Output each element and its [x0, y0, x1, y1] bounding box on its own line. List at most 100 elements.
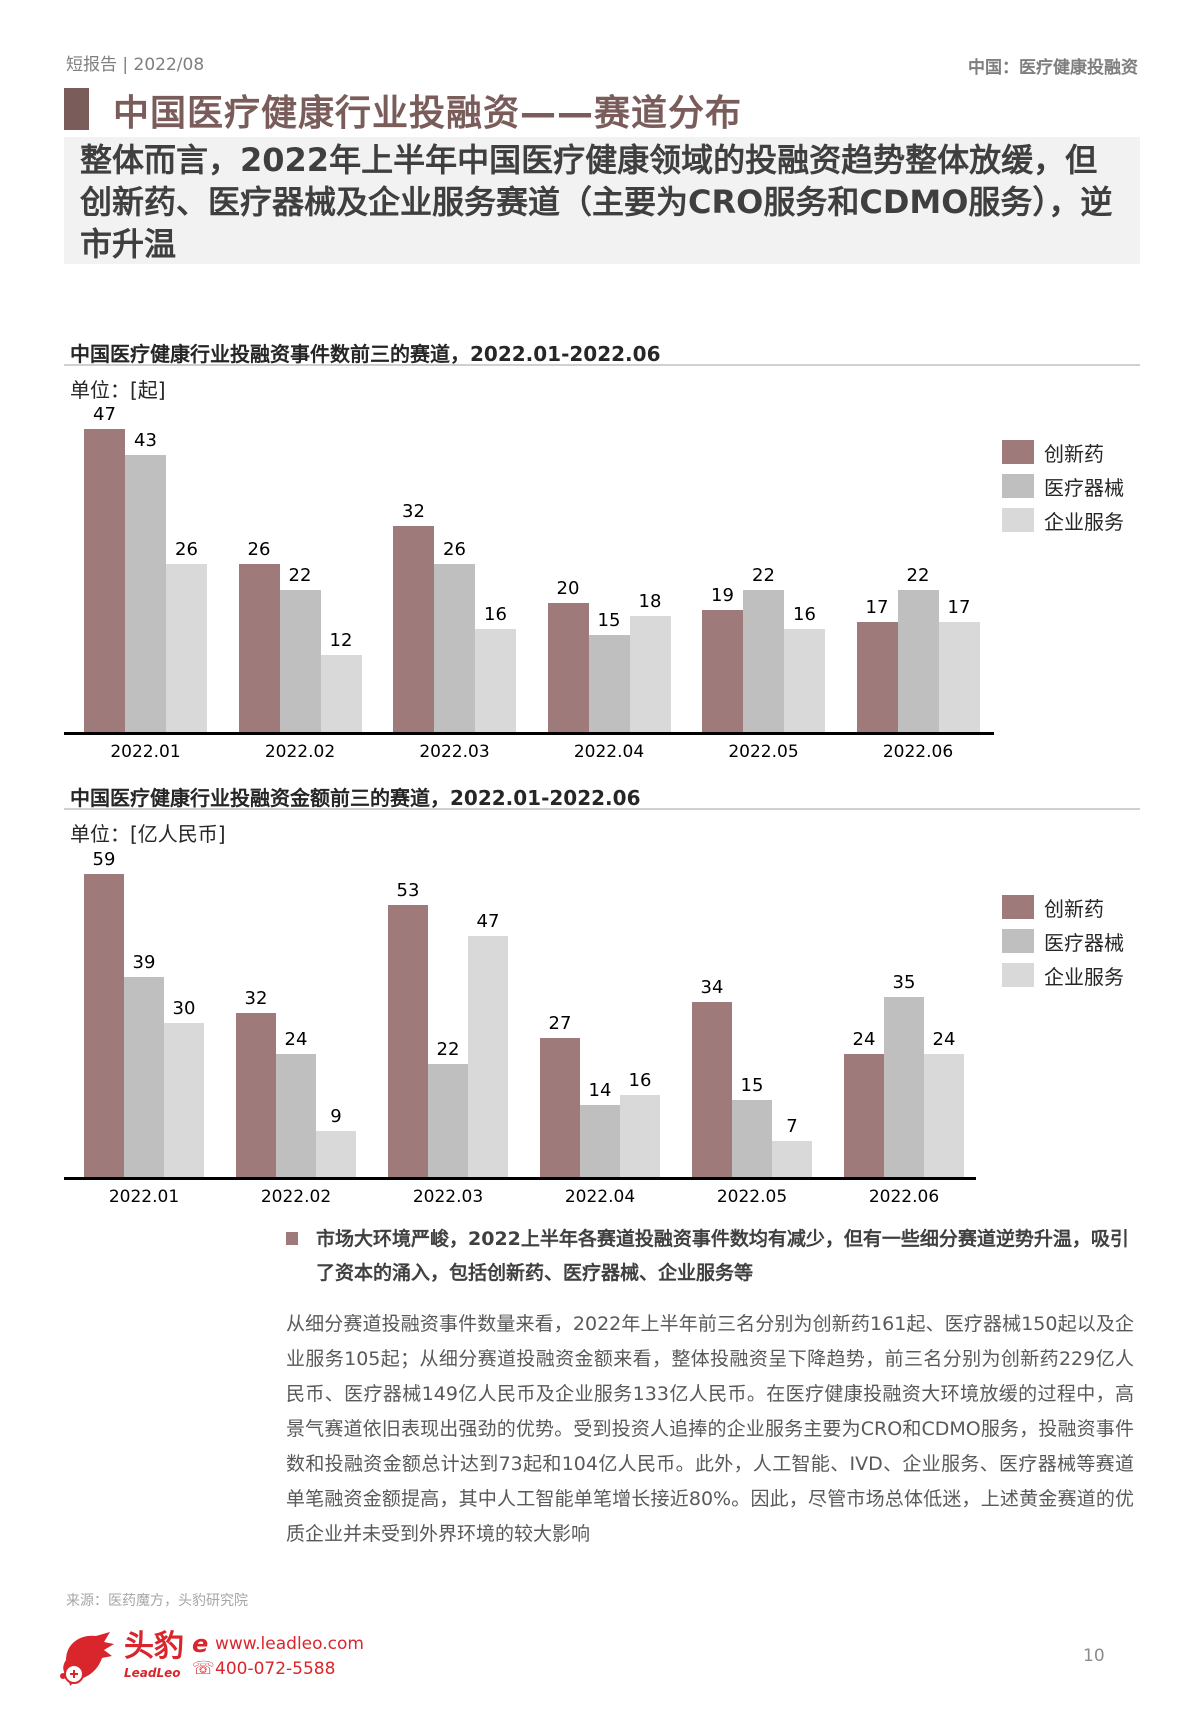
bar-企业服务-2022.01 — [166, 564, 207, 732]
phone-number: 400-072-5588 — [215, 1659, 336, 1679]
bar-value-label: 19 — [711, 585, 734, 606]
source-note: 来源：医药魔方，头豹研究院 — [66, 1593, 248, 1609]
bar-value-label: 47 — [476, 911, 500, 932]
bar-企业服务-2022.02 — [316, 1131, 356, 1177]
legend-label: 医疗器械 — [1044, 930, 1124, 955]
bar-创新药-2022.03 — [393, 526, 434, 732]
plot-area — [64, 845, 976, 1177]
bar-企业服务-2022.06 — [938, 622, 980, 732]
legend-label: 企业服务 — [1044, 509, 1124, 534]
bar-value-label: 9 — [330, 1106, 342, 1127]
bar-value-label: 14 — [588, 1080, 612, 1101]
page-number: 10 — [1083, 1646, 1105, 1666]
legend-label: 创新药 — [1044, 896, 1104, 921]
bullet-square-icon — [286, 1232, 298, 1245]
chart-funding-amount: 59 39 30 2022.01 32 24 9 2022.02 53 22 47 2022.03 27… — [64, 845, 1154, 1215]
bar-创新药-2022.06 — [856, 622, 898, 732]
x-axis-label: 2022.03 — [419, 742, 490, 762]
legend-swatch-icon — [1002, 508, 1034, 532]
bar-value-label: 30 — [172, 998, 196, 1019]
bar-value-label: 35 — [892, 972, 916, 993]
bar-value-label: 17 — [865, 597, 889, 618]
bar-value-label: 17 — [947, 597, 971, 618]
brand-cn: 头豹 — [124, 1629, 184, 1664]
bar-创新药-2022.02 — [236, 1013, 276, 1177]
legend-item: 企业服务 — [1002, 958, 1124, 992]
bar-企业服务-2022.06 — [924, 1054, 964, 1177]
bar-企业服务-2022.03 — [468, 936, 508, 1177]
report-type-date: 短报告 | 2022/08 — [66, 55, 205, 75]
bar-创新药-2022.04 — [547, 603, 589, 732]
x-axis-label: 2022.01 — [108, 1187, 180, 1207]
bar-value-label: 32 — [244, 988, 268, 1009]
legend-item: 创新药 — [1002, 890, 1124, 924]
bar-医疗器械-2022.02 — [276, 1054, 316, 1177]
bar-value-label: 47 — [93, 404, 116, 425]
legend-item: 医疗器械 — [1002, 469, 1124, 503]
bar-医疗器械-2022.05 — [732, 1100, 772, 1177]
bar-创新药-2022.01 — [84, 874, 124, 1177]
bar-医疗器械-2022.03 — [428, 1064, 468, 1177]
x-axis-label: 2022.05 — [716, 1187, 788, 1207]
bar-value-label: 7 — [786, 1116, 798, 1137]
legend-label: 企业服务 — [1044, 964, 1124, 989]
summary-text: 整体而言，2022年上半年中国医疗健康领域的投融资趋势整体放缓，但创新药、医疗器… — [80, 141, 1113, 263]
bar-创新药-2022.06 — [844, 1054, 884, 1177]
leopard-icon — [60, 1632, 114, 1686]
x-axis-line — [64, 1177, 976, 1180]
legend-swatch-icon — [1002, 963, 1034, 987]
title-accent-bar — [64, 88, 89, 130]
bar-企业服务-2022.05 — [772, 1141, 812, 1177]
bar-企业服务-2022.05 — [784, 629, 825, 732]
website-link[interactable]: www.leadleo.com — [215, 1634, 364, 1654]
plot-area — [64, 400, 994, 732]
bar-创新药-2022.05 — [702, 610, 743, 732]
bar-value-label: 59 — [92, 849, 116, 870]
bar-value-label: 22 — [436, 1039, 460, 1060]
bar-医疗器械-2022.03 — [434, 564, 475, 732]
chart2-unit: 单位：[亿人民币] — [70, 822, 226, 846]
bar-value-label: 15 — [740, 1075, 764, 1096]
x-axis-label: 2022.01 — [110, 742, 181, 762]
bar-value-label: 39 — [132, 952, 156, 973]
summary-banner: 整体而言，2022年上半年中国医疗健康领域的投融资趋势整体放缓，但创新药、医疗器… — [64, 137, 1140, 264]
x-axis-label: 2022.06 — [868, 1187, 940, 1207]
x-axis-label: 2022.03 — [412, 1187, 484, 1207]
bar-value-label: 16 — [484, 604, 507, 625]
chart-legend: 创新药医疗器械企业服务 — [1002, 435, 1124, 537]
legend-label: 创新药 — [1044, 441, 1104, 466]
bar-value-label: 22 — [752, 565, 775, 586]
bar-医疗器械-2022.01 — [124, 977, 164, 1177]
chart1-unit: 单位：[起] — [70, 378, 166, 402]
bar-value-label: 53 — [396, 880, 420, 901]
bar-value-label: 22 — [288, 565, 312, 586]
x-axis-label: 2022.06 — [882, 742, 954, 762]
bar-创新药-2022.05 — [692, 1002, 732, 1177]
bar-企业服务-2022.04 — [629, 616, 671, 732]
key-finding-text: 市场大环境严峻，2022上半年各赛道投融资事件数均有减少，但有一些细分赛道逆势升… — [316, 1228, 1129, 1284]
chart2-divider — [64, 808, 1140, 810]
chart-legend: 创新药医疗器械企业服务 — [1002, 890, 1124, 992]
bar-医疗器械-2022.04 — [580, 1105, 620, 1177]
chart1-title: 中国医疗健康行业投融资事件数前三的赛道，2022.01-2022.06 — [70, 342, 661, 366]
bar-value-label: 16 — [628, 1070, 652, 1091]
x-axis-label: 2022.02 — [264, 742, 336, 762]
legend-swatch-icon — [1002, 929, 1034, 953]
bar-企业服务-2022.03 — [475, 629, 516, 732]
bar-企业服务-2022.01 — [164, 1023, 204, 1177]
page-title: 中国医疗健康行业投融资——赛道分布 — [113, 93, 743, 134]
bar-创新药-2022.03 — [388, 905, 428, 1177]
chart1-divider — [64, 364, 1140, 366]
bar-value-label: 15 — [597, 610, 621, 631]
bar-value-label: 26 — [175, 539, 198, 560]
bar-value-label: 24 — [932, 1029, 956, 1050]
report-topic: 中国：医疗健康投融资 — [968, 58, 1138, 78]
legend-swatch-icon — [1002, 440, 1034, 464]
bar-value-label: 18 — [638, 591, 662, 612]
web-e-icon: e — [192, 1630, 209, 1658]
bar-value-label: 26 — [247, 539, 271, 560]
x-axis-line — [64, 732, 994, 735]
bar-value-label: 27 — [548, 1013, 572, 1034]
bar-value-label: 24 — [852, 1029, 876, 1050]
key-finding: 市场大环境严峻，2022上半年各赛道投融资事件数均有减少，但有一些细分赛道逆势升… — [286, 1222, 1146, 1290]
